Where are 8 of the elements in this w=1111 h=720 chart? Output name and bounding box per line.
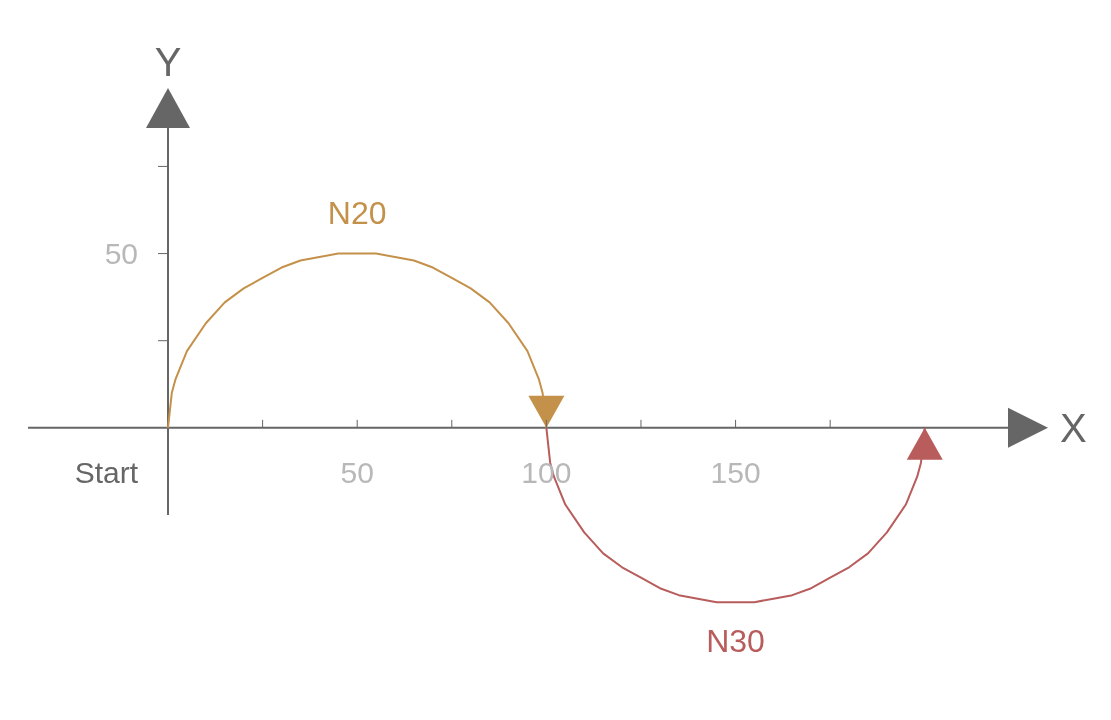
x-tick-label: 50 [340, 455, 374, 489]
series-label: N30 [706, 623, 765, 660]
annotation: Start [74, 455, 139, 489]
series-label: N20 [327, 194, 387, 231]
annotation: 50 [104, 236, 138, 270]
x-tick-label: 150 [710, 455, 761, 489]
y-axis-title: Y [154, 40, 182, 84]
x-axis-title: X [1060, 405, 1087, 450]
